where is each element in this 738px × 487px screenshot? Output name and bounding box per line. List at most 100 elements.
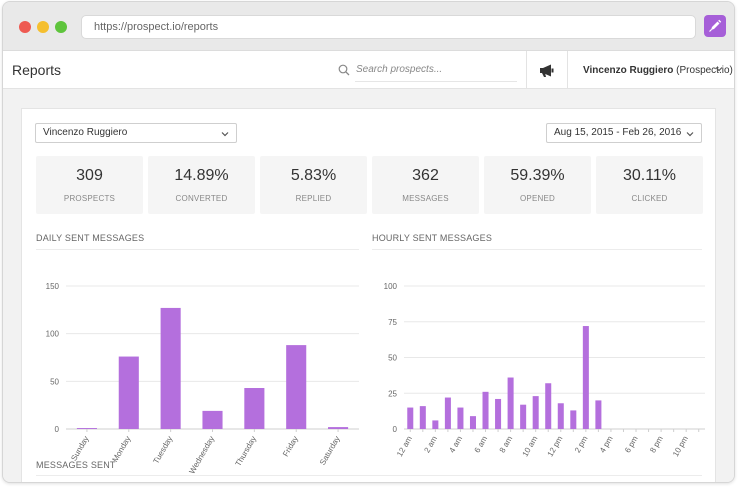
y-tick-label: 0 (393, 425, 398, 434)
bar (507, 377, 514, 429)
stat-value: 14.89% (174, 167, 229, 184)
app-header: Reports Search prospects... Vincenzo Rug… (3, 51, 734, 89)
search-input[interactable]: Search prospects... (356, 64, 443, 75)
date-range-select[interactable]: Aug 15, 2015 - Feb 26, 2016 (546, 123, 702, 143)
stat-value: 362 (412, 167, 439, 184)
bar (202, 410, 223, 429)
x-tick-label: Tuesday (151, 435, 174, 466)
section-rule (36, 475, 702, 476)
browser-chrome: https://prospect.io/reports (3, 2, 734, 51)
search-underline (355, 81, 517, 82)
address-bar[interactable]: https://prospect.io/reports (81, 15, 696, 39)
stat-card-messages: 362 MESSAGES (372, 156, 479, 214)
y-tick-label: 50 (50, 377, 59, 386)
hourly-sent-messages-chart: 0 25 50 75 100 12 am 2 am 4 am 6 am 8 am 10 am 12 p… (384, 282, 705, 458)
extension-button[interactable] (704, 15, 726, 37)
y-tick-label: 25 (388, 389, 397, 398)
bar (457, 407, 464, 429)
bar (118, 356, 139, 429)
x-tick-label: 10 pm (671, 434, 690, 458)
daily-chart-title: DAILY SENT MESSAGES (36, 233, 145, 243)
chart-title-rule (36, 249, 359, 250)
pen-icon (709, 19, 722, 32)
bar (582, 326, 589, 429)
bar (444, 397, 451, 429)
chart-title-rule (372, 249, 702, 250)
megaphone-icon (540, 64, 554, 77)
page-title: Reports (12, 62, 62, 78)
x-tick-label: 4 am (447, 434, 464, 454)
x-tick-label: 8 pm (648, 434, 665, 454)
x-tick-label: 6 pm (623, 434, 640, 454)
bar (244, 388, 265, 429)
stat-label: OPENED (520, 194, 555, 203)
x-tick-label: 12 am (395, 434, 414, 458)
chevron-down-icon (686, 132, 694, 137)
bar (286, 345, 307, 429)
stat-value: 309 (76, 167, 103, 184)
stat-label: REPLIED (295, 194, 332, 203)
user-name: Vincenzo Ruggiero (583, 65, 674, 76)
bar (76, 428, 97, 429)
minimize-window-button[interactable] (37, 21, 49, 33)
bar (328, 427, 349, 429)
stat-value: 5.83% (290, 167, 337, 184)
y-tick-label: 0 (55, 425, 60, 434)
bar (482, 391, 489, 429)
stat-label: CLICKED (631, 194, 668, 203)
user-select[interactable]: Vincenzo Ruggiero (35, 123, 237, 143)
stat-label: PROSPECTS (63, 194, 116, 203)
user-select-value: Vincenzo Ruggiero (43, 127, 128, 138)
bar (532, 396, 539, 429)
announcements-button[interactable] (539, 64, 555, 83)
bar (520, 404, 527, 429)
stat-card-converted: 14.89% CONVERTED (148, 156, 255, 214)
y-tick-label: 100 (46, 330, 60, 339)
bar (432, 420, 439, 429)
user-menu[interactable]: Vincenzo Ruggiero (Prospect.io) (583, 65, 733, 76)
x-tick-label: 2 am (422, 434, 439, 454)
stat-value: 30.11% (622, 167, 677, 184)
bar (419, 406, 426, 429)
stat-label: CONVERTED (175, 194, 228, 203)
main-content: Vincenzo Ruggiero Aug 15, 2015 - Feb 26,… (3, 90, 734, 482)
hourly-chart-title: HOURLY SENT MESSAGES (372, 233, 493, 243)
stat-label: MESSAGES (402, 194, 449, 203)
bar (570, 410, 577, 429)
maximize-window-button[interactable] (55, 21, 67, 33)
bar (160, 307, 181, 429)
header-divider (567, 51, 568, 89)
messages-sent-title: MESSAGES SENT (36, 460, 116, 470)
x-tick-label: 2 pm (573, 434, 590, 454)
y-tick-label: 100 (384, 282, 398, 291)
stat-value: 59.39% (510, 167, 565, 184)
search-box[interactable]: Search prospects... (338, 63, 518, 79)
chevron-down-icon[interactable] (715, 65, 723, 73)
bar (469, 416, 476, 429)
y-tick-label: 50 (388, 354, 397, 363)
stat-card-replied: 5.83% REPLIED (260, 156, 367, 214)
x-tick-label: Sunday (69, 435, 90, 463)
x-tick-label: 4 pm (598, 434, 615, 454)
x-tick-label: Thursday (234, 435, 258, 468)
x-tick-label: Friday (281, 435, 300, 459)
date-range-value: Aug 15, 2015 - Feb 26, 2016 (554, 127, 682, 138)
bar (595, 400, 602, 429)
y-tick-label: 75 (388, 318, 397, 327)
x-tick-label: 8 am (498, 434, 515, 454)
header-divider (526, 51, 527, 89)
stat-card-prospects: 309 PROSPECTS (36, 156, 143, 214)
user-org: (Prospect.io) (676, 65, 733, 76)
close-window-button[interactable] (19, 21, 31, 33)
x-tick-label: Saturday (318, 435, 342, 467)
bar (545, 383, 552, 429)
search-icon (338, 64, 350, 76)
stat-card-opened: 59.39% OPENED (484, 156, 591, 214)
x-tick-label: 6 am (473, 434, 490, 454)
x-tick-label: 10 am (521, 434, 540, 458)
chevron-down-icon (221, 132, 229, 137)
bar (557, 403, 564, 429)
bar (407, 407, 414, 429)
